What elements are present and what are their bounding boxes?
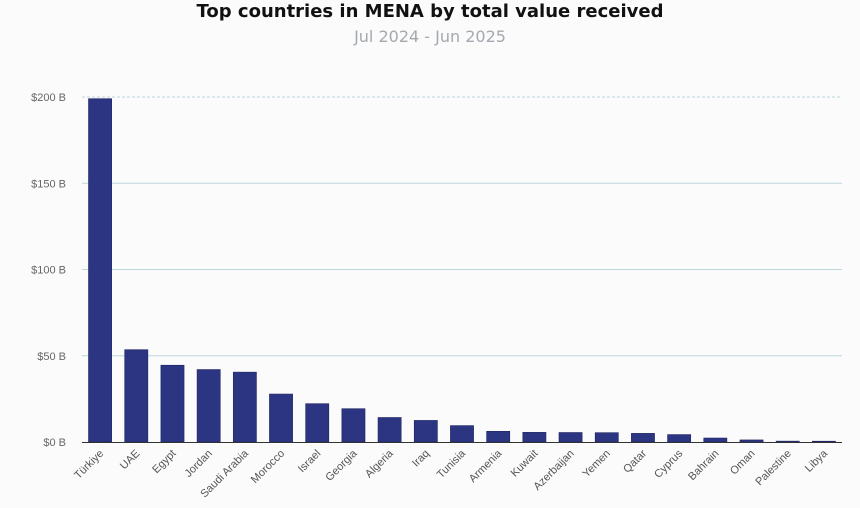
x-tick-label: Libya [803, 447, 831, 475]
y-tick-label: $150 B [31, 178, 66, 190]
bar-uae [124, 349, 149, 443]
bar-israel [305, 403, 330, 443]
bar-jordan [196, 369, 221, 443]
bar-algeria [377, 417, 402, 443]
bar-bahrain [703, 437, 728, 443]
bar-kuwait [522, 432, 547, 443]
y-tick-label: $50 B [37, 351, 66, 363]
x-tick-label: Oman [728, 448, 758, 478]
bar-qatar [631, 433, 655, 443]
x-tick-label: Bahrain [686, 448, 721, 483]
x-tick-label: Yemen [580, 448, 612, 480]
bar-yemen [594, 432, 619, 443]
x-tick-label: Morocco [249, 448, 287, 486]
y-tick-label: $0 B [43, 437, 66, 449]
x-tick-label: UAE [118, 448, 142, 472]
bar-cyprus [667, 434, 692, 443]
x-tick-label: Egypt [150, 448, 178, 476]
x-tick-label: Qatar [621, 447, 649, 475]
x-tick-label: Iraq [410, 448, 432, 470]
x-tick-label: Kuwait [509, 448, 541, 480]
x-tick-label: Tunisia [435, 447, 469, 481]
bar-iraq [413, 420, 438, 443]
x-tick-label: Georgia [323, 447, 360, 484]
bar-morocco [269, 393, 293, 443]
x-tick-label: Palestine [753, 448, 793, 488]
bar-azerbaijan [558, 432, 583, 443]
x-tick-label: Cyprus [652, 447, 685, 480]
x-tick-label: Armenia [467, 447, 505, 485]
x-tick-label: Israel [296, 448, 324, 476]
bar-palestine [775, 440, 800, 443]
bar-tunisia [450, 425, 474, 443]
x-tick-label: Algeria [363, 447, 396, 480]
bar-saudi-arabia [232, 371, 257, 443]
x-tick-label: Jordan [183, 448, 215, 480]
bar-georgia [341, 408, 366, 443]
bar-libya [812, 440, 836, 443]
x-tick-label: Türkiye [72, 448, 106, 482]
y-tick-label: $200 B [31, 92, 66, 104]
y-tick-label: $100 B [31, 265, 66, 277]
chart-subtitle: Jul 2024 - Jun 2025 [354, 27, 506, 46]
bar-türkiye [88, 98, 112, 443]
bar-egypt [160, 364, 185, 443]
bar-oman [739, 439, 764, 443]
bar-armenia [486, 431, 511, 443]
chart-title: Top countries in MENA by total value rec… [196, 1, 664, 22]
